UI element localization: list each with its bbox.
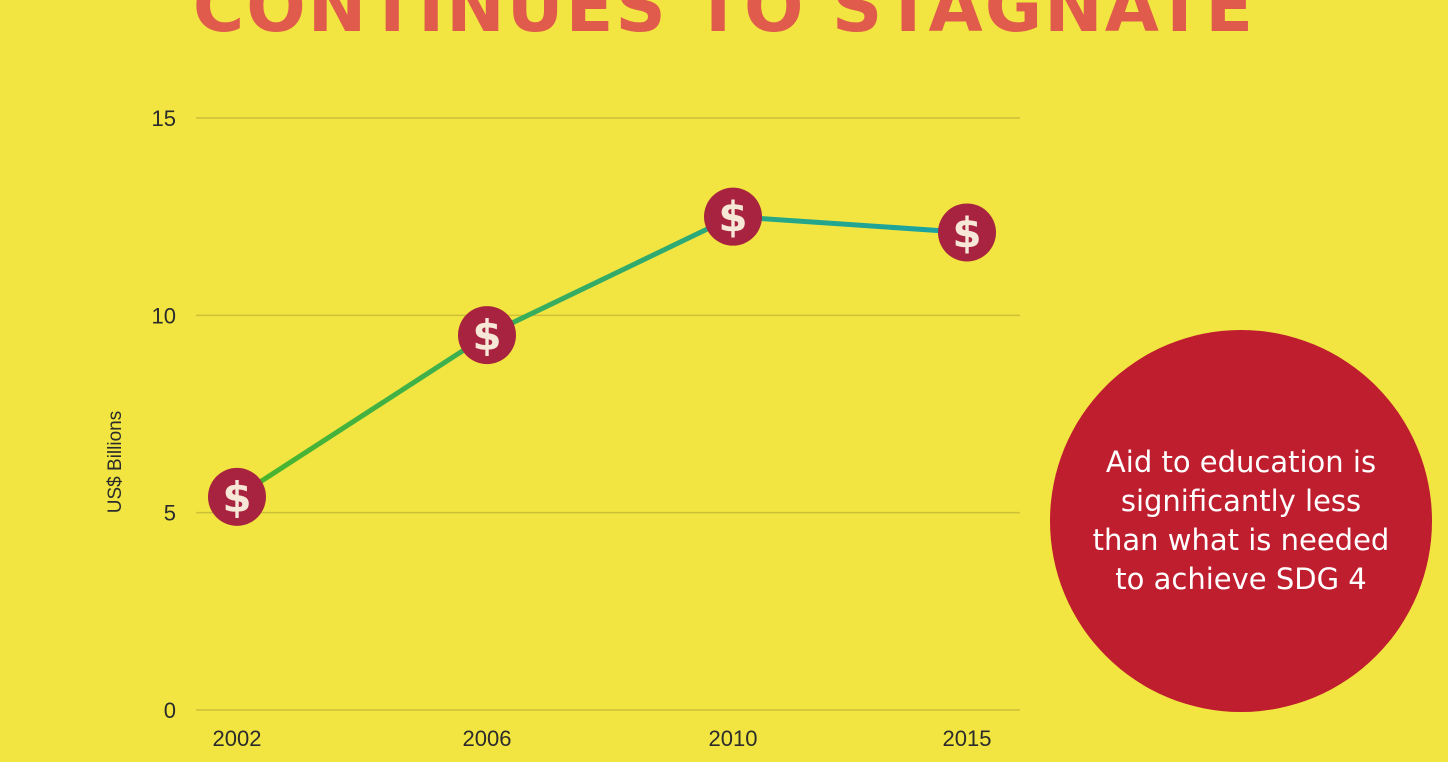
y-tick-label: 10	[152, 303, 176, 328]
y-axis-ticks: 0 5 10 15	[152, 106, 176, 723]
y-axis-label: US$ Billions	[105, 411, 126, 513]
y-tick-label: 15	[152, 106, 176, 131]
data-point	[458, 306, 516, 365]
y-tick-label: 5	[164, 501, 176, 526]
x-axis-ticks: 2002 2006 2010 2015	[213, 726, 992, 751]
callout-text: Aid to education is significantly less t…	[1092, 445, 1390, 596]
markers: $ $ $ $	[208, 187, 996, 526]
data-point	[704, 187, 762, 246]
dollar-sign-icon: $	[472, 311, 501, 360]
x-tick-label: 2010	[709, 726, 758, 751]
gridlines	[196, 117, 1020, 711]
dollar-sign-icon: $	[952, 208, 981, 257]
data-point-marker: $	[208, 467, 266, 526]
data-point-marker: $	[458, 306, 516, 365]
data-point	[208, 467, 266, 526]
x-tick-label: 2015	[943, 726, 992, 751]
data-point-marker: $	[938, 203, 996, 262]
dollar-sign-icon: $	[718, 193, 747, 242]
series	[234, 214, 970, 500]
dollar-sign-icon: $	[222, 473, 251, 522]
data-point-marker: $	[704, 187, 762, 246]
callout-circle: Aid to education is significantly less t…	[1050, 330, 1432, 712]
series-line	[234, 214, 970, 500]
x-tick-label: 2006	[463, 726, 512, 751]
chart-headline: CONTINUES TO STAGNATE	[192, 0, 1256, 48]
x-tick-label: 2002	[213, 726, 262, 751]
data-point	[938, 203, 996, 262]
y-tick-label: 0	[164, 698, 176, 723]
